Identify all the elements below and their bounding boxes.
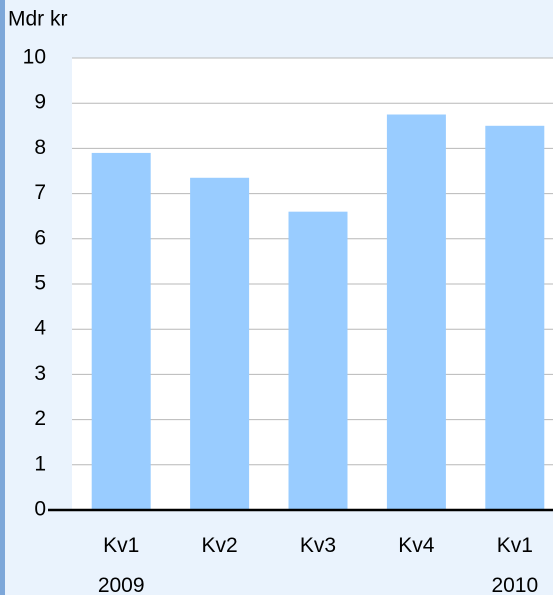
y-tick-label: 8 bbox=[34, 136, 46, 159]
x-tick-label-line: Kv2 bbox=[202, 534, 238, 557]
bar bbox=[190, 177, 250, 510]
bar bbox=[386, 114, 446, 510]
x-tick-label: Kv1 2009 bbox=[98, 534, 145, 595]
y-tick-label: 7 bbox=[34, 181, 46, 204]
x-tick-label-line: 2010 bbox=[491, 574, 538, 595]
y-tick-label: 0 bbox=[34, 498, 46, 521]
bar bbox=[91, 152, 151, 511]
y-tick-label: 3 bbox=[34, 362, 46, 385]
y-tick-label: 10 bbox=[23, 46, 46, 69]
y-tick-label: 5 bbox=[34, 272, 46, 295]
x-tick-label-line: Kv1 bbox=[103, 534, 139, 557]
x-tick-label: Kv1 2010 bbox=[491, 534, 538, 595]
x-tick-label: Kv3 bbox=[300, 534, 336, 557]
y-tick-label: 9 bbox=[34, 91, 46, 114]
y-tick-label: 6 bbox=[34, 226, 46, 249]
x-tick-label: Kv4 bbox=[398, 534, 435, 557]
y-tick-label: 2 bbox=[34, 407, 46, 430]
y-tick-label: 1 bbox=[34, 452, 46, 475]
y-tick-label: 4 bbox=[34, 317, 46, 340]
bar bbox=[485, 125, 545, 511]
left-border bbox=[0, 0, 5, 595]
y-axis-label: Mdr kr bbox=[8, 8, 68, 31]
x-tick-label-line: 2009 bbox=[98, 574, 145, 595]
x-tick-label-line: Kv3 bbox=[300, 534, 336, 557]
x-tick-label: Kv2 bbox=[202, 534, 238, 557]
bar bbox=[288, 211, 348, 510]
x-tick-label-line: Kv4 bbox=[398, 534, 435, 557]
x-tick-label-line: Kv1 bbox=[497, 534, 533, 557]
